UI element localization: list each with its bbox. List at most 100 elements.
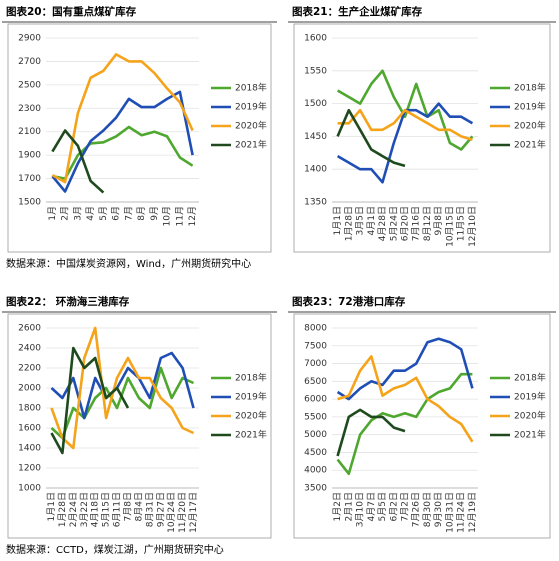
y-tick-label: 1900 xyxy=(18,151,41,161)
source: 数据来源：CCTD，煤炭江湖，广州期货研究中心 xyxy=(6,543,224,556)
series-line xyxy=(50,351,195,420)
x-tick-label: 10月24日 xyxy=(166,492,177,533)
series-line xyxy=(50,366,195,440)
x-tick-label: 10月15日 xyxy=(444,206,455,247)
series-line xyxy=(51,53,194,184)
series-line xyxy=(50,346,130,455)
source: 数据来源：中国煤炭资源网，Wind，广州期货研究中心 xyxy=(6,257,251,270)
x-tick-label: 11月 xyxy=(174,206,185,226)
x-tick-label: 11月24日 xyxy=(456,492,467,533)
y-tick-label: 4000 xyxy=(304,466,327,476)
x-tick-label: 6月 xyxy=(111,206,122,221)
x-tick-label: 4月 xyxy=(85,206,96,221)
x-tick-label: 10月31日 xyxy=(444,492,455,533)
x-tick-label: 1月 xyxy=(47,206,58,221)
x-tick-label: 5月5日 xyxy=(377,492,388,521)
legend-label: 2020年 xyxy=(235,120,267,132)
x-tick-label: 2月24日 xyxy=(68,492,79,527)
x-tick-label: 3月10日 xyxy=(355,492,366,527)
y-tick-label: 4500 xyxy=(304,448,327,458)
x-tick-label: 1月1日 xyxy=(46,492,57,521)
x-tick-label: 9月8日 xyxy=(433,206,444,235)
x-tick-label: 12月17日 xyxy=(188,492,199,533)
y-tick-label: 1400 xyxy=(304,165,327,175)
plot-frame xyxy=(293,313,551,539)
plot-frame xyxy=(293,23,551,253)
legend-label: 2021年 xyxy=(235,429,267,441)
x-tick-label: 8月 xyxy=(136,206,147,221)
x-tick-label: 11月5日 xyxy=(456,206,467,241)
legend-label: 2019年 xyxy=(235,101,267,113)
legend-label: 2018年 xyxy=(235,82,267,94)
x-tick-label: 1月2日 xyxy=(332,492,343,521)
x-tick-label: 4月18日 xyxy=(90,492,101,527)
x-tick-label: 4月7日 xyxy=(366,492,377,521)
series-line xyxy=(336,408,406,457)
y-tick-label: 2300 xyxy=(18,104,41,114)
x-tick-label: 8月4日 xyxy=(133,492,144,521)
y-tick-label: 7500 xyxy=(304,341,327,351)
x-tick-label: 6月2日 xyxy=(388,492,399,521)
y-tick-label: 1200 xyxy=(18,464,41,474)
y-tick-label: 1800 xyxy=(18,404,41,414)
x-tick-label: 4月28日 xyxy=(377,206,388,241)
chart-title: 图表21：生产企业煤矿库存 xyxy=(292,5,423,18)
legend-label: 2021年 xyxy=(514,429,546,441)
plot-frame xyxy=(7,23,272,253)
y-tick-label: 1500 xyxy=(18,198,41,208)
y-tick-label: 1550 xyxy=(304,66,327,76)
y-tick-label: 1700 xyxy=(18,174,41,184)
x-tick-label: 7月2日 xyxy=(400,492,411,521)
y-tick-label: 6000 xyxy=(304,395,327,405)
series-line xyxy=(336,372,473,476)
x-tick-label: 4月1日 xyxy=(366,206,377,235)
x-tick-label: 8月12日 xyxy=(422,206,433,241)
x-tick-label: 3月5日 xyxy=(355,206,366,235)
y-tick-label: 1600 xyxy=(18,424,41,434)
series-line xyxy=(336,337,474,401)
y-tick-label: 2000 xyxy=(18,384,41,394)
y-tick-label: 2600 xyxy=(18,324,41,334)
legend-label: 2019年 xyxy=(514,391,546,403)
x-tick-label: 2月1日 xyxy=(343,492,354,521)
x-tick-label: 6月20日 xyxy=(400,206,411,241)
x-tick-label: 8月30日 xyxy=(422,492,433,527)
legend-label: 2019年 xyxy=(514,101,546,113)
chart-title: 图表22： 环渤海三港库存 xyxy=(6,295,130,308)
legend-label: 2018年 xyxy=(235,372,267,384)
x-tick-label: 3月 xyxy=(72,206,83,221)
x-tick-label: 1月28日 xyxy=(57,492,68,527)
x-tick-label: 10月 xyxy=(162,206,173,226)
x-tick-label: 9月27日 xyxy=(155,492,166,527)
y-tick-label: 7000 xyxy=(304,359,327,369)
y-tick-label: 1450 xyxy=(304,132,327,142)
series-line xyxy=(51,90,194,193)
x-tick-label: 12月19日 xyxy=(467,492,478,533)
x-tick-label: 3月22日 xyxy=(79,492,90,527)
series-line xyxy=(50,326,195,450)
x-tick-label: 7月8日 xyxy=(122,492,133,521)
y-tick-label: 2700 xyxy=(18,57,41,67)
series-line xyxy=(336,108,406,168)
x-tick-label: 7月 xyxy=(123,206,134,221)
y-tick-label: 1600 xyxy=(304,34,327,44)
x-tick-label: 5月15日 xyxy=(101,492,112,527)
legend-label: 2020年 xyxy=(514,120,546,132)
y-tick-label: 2200 xyxy=(18,364,41,374)
legend-label: 2021年 xyxy=(235,139,267,151)
legend-label: 2021年 xyxy=(514,139,546,151)
y-tick-label: 2100 xyxy=(18,127,41,137)
x-tick-label: 9月 xyxy=(149,206,160,221)
legend-label: 2020年 xyxy=(514,410,546,422)
series-line xyxy=(336,69,474,151)
x-tick-label: 7月26日 xyxy=(411,492,422,527)
y-tick-label: 1350 xyxy=(304,198,327,208)
series-line xyxy=(337,355,474,443)
x-tick-label: 1月28日 xyxy=(343,206,354,241)
legend-label: 2019年 xyxy=(235,391,267,403)
x-tick-label: 6月11日 xyxy=(112,492,123,527)
x-tick-label: 8月31日 xyxy=(144,492,155,527)
series-line xyxy=(52,125,194,180)
y-tick-label: 1000 xyxy=(18,484,41,494)
x-tick-label: 1月1日 xyxy=(332,206,343,235)
